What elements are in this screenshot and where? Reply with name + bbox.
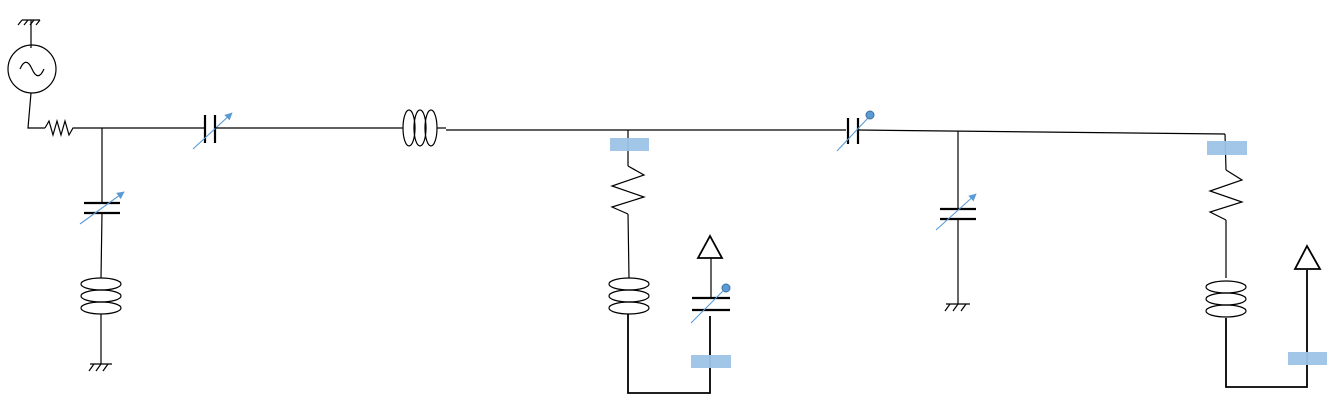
wire [627,213,630,279]
wire [1225,270,1308,388]
inductor-shunt-left-icon [80,277,122,315]
inductor-branch-2-icon [1205,280,1247,318]
ground-right-icon [944,303,970,312]
ground-left-icon [88,363,112,372]
ac-voltage-source-icon [7,44,57,94]
main-line-wire [857,129,1226,135]
capacitor-tap-branch-1-icon [690,283,731,324]
connection-pad-4[interactable] [1288,352,1327,365]
resistor-branch-2-icon [1208,169,1244,221]
connection-pad-2[interactable] [691,355,731,368]
variable-capacitor-series-1-icon [192,112,233,150]
ground-top-left-icon [17,19,41,30]
wire [27,92,45,129]
wire [627,314,711,394]
triangle-terminal-2-icon[interactable] [1293,244,1322,270]
variable-capacitor-shunt-right-icon [935,193,977,231]
capacitor-tap-series-icon [836,110,875,152]
inductor-series-icon [400,109,446,147]
wire [100,212,103,279]
inductor-branch-1-icon [608,277,650,315]
triangle-terminal-1-icon[interactable] [696,234,724,259]
resistor-branch-1-icon [610,165,646,215]
connection-pad-1[interactable] [610,138,649,151]
connection-pad-3[interactable] [1207,141,1247,155]
resistor-series-icon [44,118,77,138]
